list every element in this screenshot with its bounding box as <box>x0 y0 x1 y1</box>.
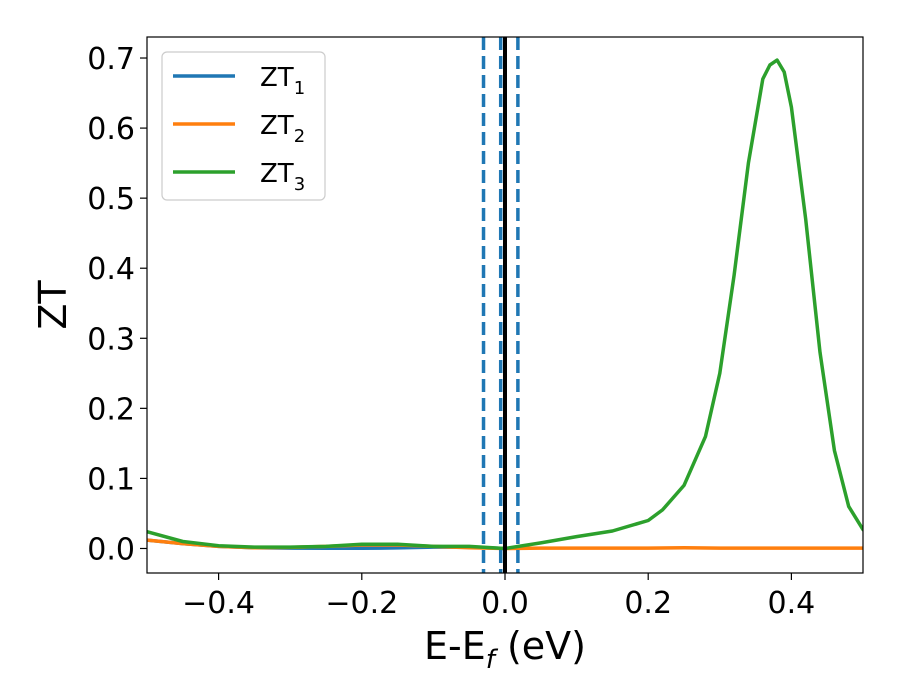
x-tick-label: −0.4 <box>182 586 255 621</box>
y-tick-label: 0.2 <box>87 392 135 427</box>
x-tick-label: −0.2 <box>325 586 398 621</box>
legend: ZT1 ZT2 ZT3 <box>161 51 326 201</box>
y-tick-label: 0.1 <box>87 462 135 497</box>
y-tick-label: 0.7 <box>87 42 135 77</box>
y-tick-label: 0.6 <box>87 112 135 147</box>
plot-area <box>147 37 863 573</box>
series-line-3 <box>147 58 863 551</box>
x-tick-label: 0.2 <box>624 586 672 621</box>
x-tick-label: 0.4 <box>768 586 816 621</box>
y-tick-label: 0.3 <box>87 322 135 357</box>
x-axis: −0.4 −0.2 0.0 0.2 0.4 <box>182 573 815 621</box>
legend-label-3: ZT3 <box>260 159 305 195</box>
legend-label-2: ZT2 <box>260 111 305 147</box>
y-axis: 0.0 0.1 0.2 0.3 0.4 0.5 0.6 0.7 <box>87 42 147 567</box>
y-tick-label: 0.4 <box>87 252 135 287</box>
y-tick-label: 0.0 <box>87 532 135 567</box>
x-tick-label: 0.0 <box>481 586 529 621</box>
y-axis-label: ZT <box>31 280 75 330</box>
legend-label-1: ZT1 <box>260 63 305 99</box>
x-axis-label: E-Ef (eV) <box>424 624 586 675</box>
y-tick-label: 0.5 <box>87 182 135 217</box>
legend-box <box>161 51 326 201</box>
